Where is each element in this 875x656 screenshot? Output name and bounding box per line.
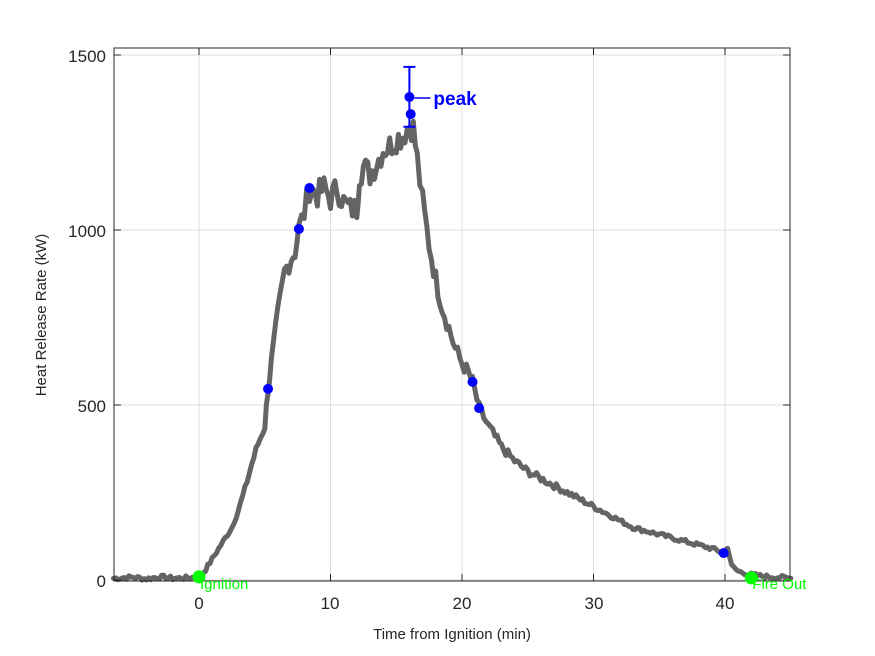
blue-marker xyxy=(263,383,274,394)
axis-ticks xyxy=(114,48,790,581)
x-tick-label: 20 xyxy=(453,594,472,613)
blue-marker xyxy=(467,376,478,387)
axes-box xyxy=(113,47,791,582)
fire-out-label: Fire Out xyxy=(752,576,807,593)
x-tick-label: 30 xyxy=(585,594,604,613)
blue-marker xyxy=(474,403,485,414)
y-tick-label: 500 xyxy=(78,397,106,416)
green-event-marker xyxy=(744,571,758,585)
y-tick-label: 1500 xyxy=(68,47,106,66)
plot-area xyxy=(114,48,790,581)
y-tick-label: 1000 xyxy=(68,222,106,241)
green-markers xyxy=(192,570,758,585)
peak-annotation: peak xyxy=(433,89,477,110)
blue-marker xyxy=(404,92,415,102)
x-tick-label: 0 xyxy=(194,594,203,613)
blue-marker xyxy=(304,183,315,193)
blue-marker xyxy=(293,223,304,234)
grid-lines xyxy=(114,48,790,581)
blue-marker xyxy=(718,548,729,559)
x-tick-label: 10 xyxy=(321,594,340,613)
y-tick-label: 0 xyxy=(97,572,106,591)
x-tick-label: 40 xyxy=(716,594,735,613)
y-axis-label: Heat Release Rate (kW) xyxy=(33,234,50,397)
ignition-label: Ignition xyxy=(200,576,248,593)
blue-marker xyxy=(405,109,416,120)
heat-release-rate-line xyxy=(111,118,794,583)
x-axis-label: Time from Ignition (min) xyxy=(373,626,531,643)
blue-markers xyxy=(263,92,729,559)
green-event-marker xyxy=(192,570,206,584)
